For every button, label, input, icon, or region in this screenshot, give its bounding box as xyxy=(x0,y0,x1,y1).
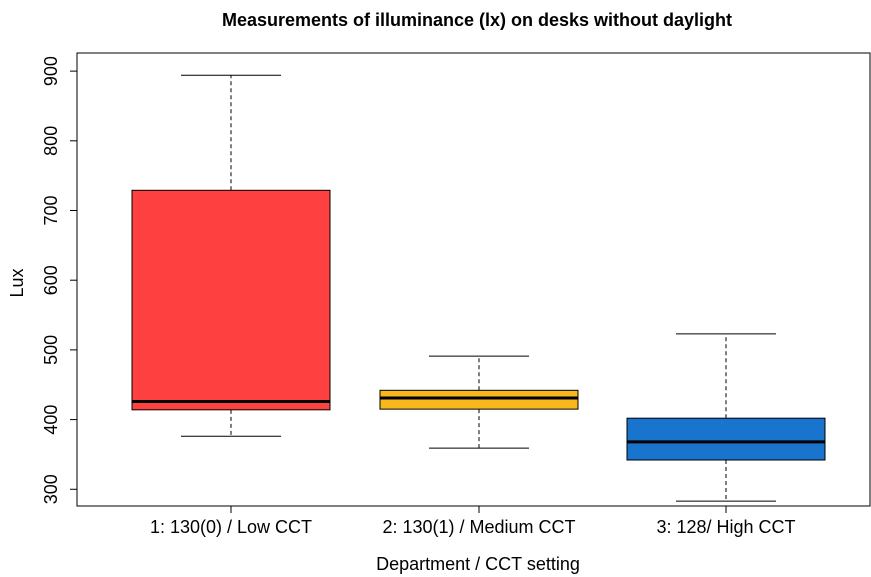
y-tick-label: 800 xyxy=(41,126,61,156)
chart-title: Measurements of illuminance (lx) on desk… xyxy=(222,10,732,30)
box xyxy=(626,417,826,461)
y-tick-label: 300 xyxy=(41,474,61,504)
y-tick-label: 700 xyxy=(41,195,61,225)
y-axis-label: Lux xyxy=(7,268,27,297)
box xyxy=(379,389,579,410)
x-axis-label: Department / CCT setting xyxy=(376,554,580,574)
x-tick-label: 3: 128/ High CCT xyxy=(656,517,795,537)
x-tick-label: 1: 130(0) / Low CCT xyxy=(150,517,312,537)
y-tick-label: 900 xyxy=(41,56,61,86)
y-tick-label: 400 xyxy=(41,405,61,435)
box xyxy=(131,189,331,411)
plot-frame xyxy=(76,52,871,507)
y-tick-label: 500 xyxy=(41,335,61,365)
y-tick-label: 600 xyxy=(41,265,61,295)
x-tick-label: 2: 130(1) / Medium CCT xyxy=(382,517,575,537)
